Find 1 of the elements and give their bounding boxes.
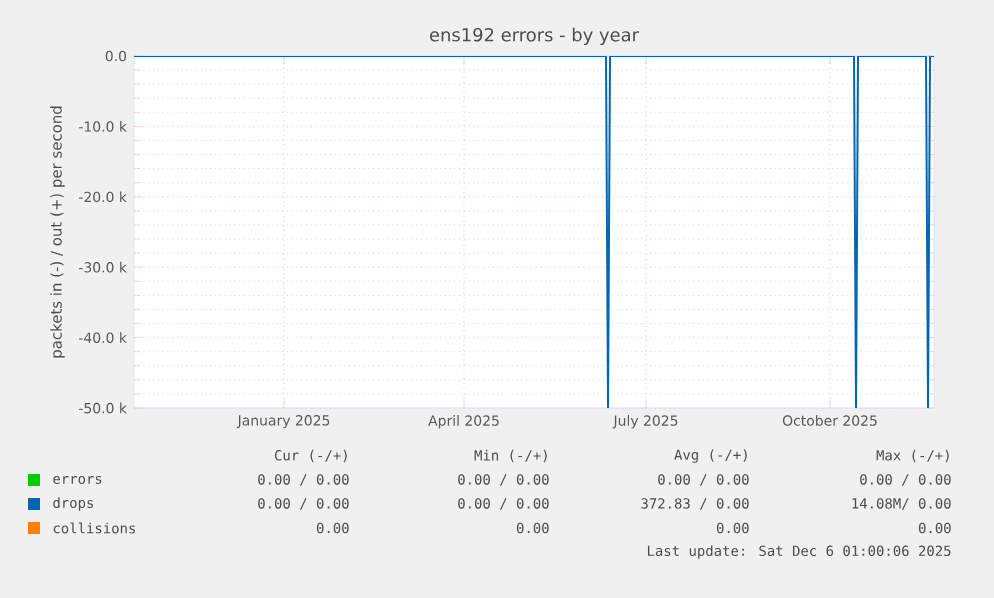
chart-title: ens192 errors - by year [430,27,639,45]
